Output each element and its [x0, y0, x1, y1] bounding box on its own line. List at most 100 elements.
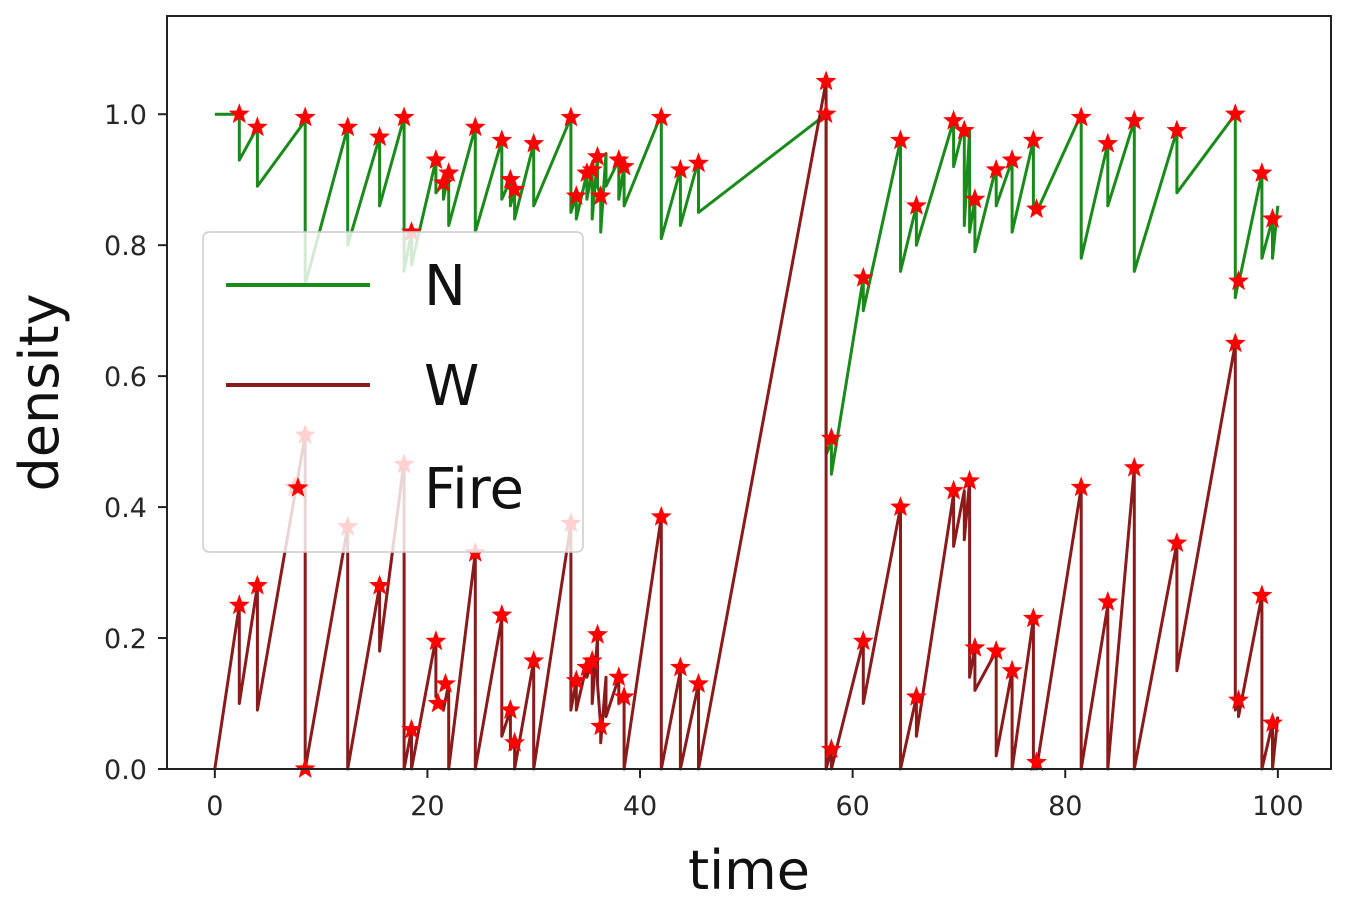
fire-marker — [650, 505, 672, 526]
fire-marker — [1224, 332, 1246, 353]
y-axis-label: density — [8, 294, 71, 492]
fire-marker — [906, 686, 927, 706]
x-axis-label: time — [688, 839, 810, 897]
x-tick-label: 0 — [206, 791, 223, 822]
fire-marker — [1166, 532, 1188, 552]
legend: N W Fire — [202, 231, 584, 553]
y-axis: 0.0 0.2 0.4 0.6 0.8 1.0 — [104, 100, 167, 786]
y-tick-label: 0.0 — [104, 755, 147, 786]
fire-marker — [438, 162, 460, 182]
fire-marker — [1026, 198, 1047, 219]
fire-marker — [1228, 270, 1249, 291]
fire-marker — [1097, 132, 1119, 153]
x-tick-label: 80 — [1048, 791, 1082, 822]
fire-marker — [491, 129, 513, 150]
fire-marker — [246, 116, 268, 137]
fire-marker — [820, 427, 842, 448]
x-tick-label: 40 — [623, 791, 657, 822]
fire-marker — [1251, 584, 1273, 605]
plot-frame — [166, 15, 1332, 770]
fire-marker — [852, 630, 874, 651]
fire-marker — [369, 574, 391, 595]
fire-marker — [464, 116, 486, 137]
fire-marker — [565, 185, 587, 205]
legend-label-n: N — [424, 254, 466, 319]
fire-marker — [670, 158, 691, 179]
fire-marker — [499, 168, 521, 189]
x-axis: 0 20 40 60 80 100 — [206, 769, 1304, 822]
fire-marker — [491, 604, 513, 624]
fire-marker — [337, 116, 359, 137]
fire-marker — [587, 145, 608, 166]
fire-marker — [613, 155, 635, 176]
fire-marker — [228, 594, 250, 615]
fire-marker — [943, 109, 965, 130]
fire-marker — [608, 666, 630, 687]
fire-marker — [1166, 119, 1188, 140]
fire-marker — [427, 692, 449, 713]
fire-marker — [425, 149, 447, 169]
fire-marker — [890, 129, 911, 150]
fire-marker — [425, 630, 447, 651]
fire-marker — [590, 715, 612, 736]
fire-marker — [815, 103, 837, 124]
fire-marker — [1026, 751, 1047, 772]
legend-swatch-fire — [287, 477, 309, 497]
fire-marker — [401, 221, 422, 241]
fire-marker — [670, 656, 691, 677]
x-tick-label: 60 — [835, 791, 869, 822]
fire-marker — [499, 699, 521, 719]
fire-marker — [943, 479, 965, 500]
fire-marker — [401, 718, 422, 739]
fire-marker — [964, 636, 986, 657]
fire-marker — [688, 672, 709, 693]
fire-marker — [820, 738, 842, 759]
fire-marker — [587, 623, 608, 644]
fire-marker — [432, 172, 454, 192]
y-tick-label: 0.2 — [104, 624, 147, 655]
fire-marker — [560, 106, 582, 127]
y-tick-label: 1.0 — [104, 100, 147, 131]
legend-label-w: W — [424, 354, 479, 419]
fire-marker — [1262, 208, 1283, 228]
fire-marker — [1123, 109, 1145, 130]
fire-marker — [523, 650, 545, 670]
fire-marker — [576, 162, 598, 182]
fire-marker — [815, 70, 837, 91]
x-tick-label: 100 — [1252, 791, 1304, 822]
fire-marker — [523, 132, 545, 153]
fire-marker — [688, 152, 709, 173]
fire-marker — [581, 158, 603, 179]
y-tick-label: 0.8 — [104, 231, 147, 262]
fire-marker — [1022, 607, 1044, 628]
fire-marker — [369, 126, 391, 146]
y-tick-label: 0.6 — [104, 362, 147, 393]
fire-marker — [1097, 591, 1119, 611]
fire-marker — [953, 119, 975, 140]
fire-marker — [650, 106, 672, 127]
fire-marker — [393, 106, 415, 127]
fire-marker — [1228, 689, 1249, 710]
x-tick-label: 20 — [410, 791, 444, 822]
fire-marker — [985, 640, 1007, 660]
fire-marker — [1224, 103, 1246, 124]
fire-marker — [1022, 129, 1044, 150]
fire-marker — [1070, 106, 1092, 127]
y-tick-label: 0.4 — [104, 493, 147, 524]
star-icon — [287, 477, 309, 497]
fire-marker — [590, 185, 612, 205]
fire-marker — [294, 106, 316, 127]
fire-marker — [890, 496, 911, 516]
fire-marker — [613, 686, 635, 706]
fire-marker — [985, 158, 1007, 179]
fire-marker — [852, 266, 874, 287]
fire-marker — [228, 103, 250, 124]
fire-marker — [504, 178, 526, 199]
fire-marker — [294, 758, 316, 778]
fire-marker — [1001, 149, 1023, 169]
legend-box — [202, 231, 584, 553]
fire-marker — [1001, 659, 1023, 680]
fire-marker — [1123, 456, 1145, 477]
fire-marker — [504, 731, 526, 752]
